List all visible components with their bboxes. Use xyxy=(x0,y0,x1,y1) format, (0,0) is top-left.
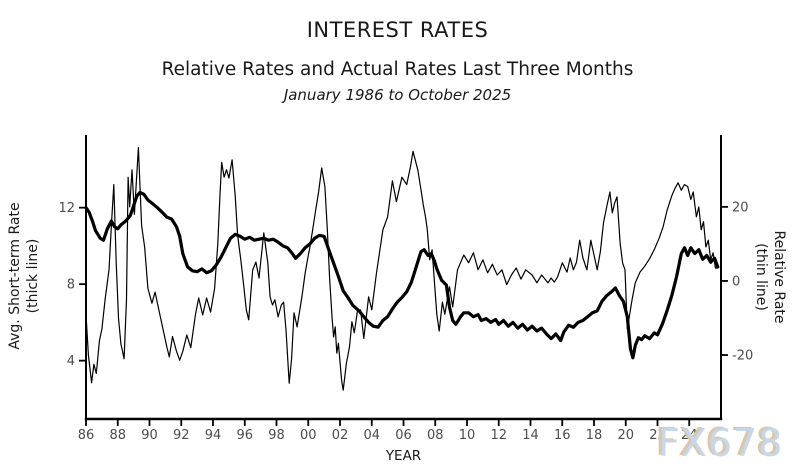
x-tick-label: 10 xyxy=(459,428,476,443)
x-tick-label: 06 xyxy=(395,428,412,443)
x-tick-label: 00 xyxy=(300,428,317,443)
left-tick-label: 4 xyxy=(67,354,75,369)
x-tick-label: 88 xyxy=(109,428,126,443)
x-tick-label: 94 xyxy=(205,428,222,443)
chart-title: INTEREST RATES xyxy=(306,18,489,42)
chart-period: January 1986 to October 2025 xyxy=(283,86,512,104)
right-tick-label: -20 xyxy=(732,349,753,364)
x-tick-label: 02 xyxy=(332,428,349,443)
x-tick-label: 98 xyxy=(268,428,285,443)
x-tick-label: 16 xyxy=(554,428,571,443)
x-tick-label: 14 xyxy=(522,428,539,443)
chart-subtitle: Relative Rates and Actual Rates Last Thr… xyxy=(161,59,634,80)
x-tick-label: 96 xyxy=(236,428,253,443)
x-tick-label: 90 xyxy=(141,428,158,443)
x-tick-label: 22 xyxy=(649,428,666,443)
x-tick-label: 86 xyxy=(78,428,95,443)
series-avg-short-term-rate-thick-line xyxy=(84,190,720,360)
x-tick-label: 04 xyxy=(363,428,380,443)
x-axis-title: YEAR xyxy=(385,448,421,464)
right-tick-label: 0 xyxy=(732,274,740,289)
x-tick-label: 24 xyxy=(681,428,698,443)
right-tick-label: 20 xyxy=(732,200,749,215)
x-tick-label: 08 xyxy=(427,428,444,443)
x-tick-label: 92 xyxy=(173,428,190,443)
series-relative-rate-thin-line xyxy=(85,147,719,391)
x-tick-label: 12 xyxy=(490,428,507,443)
x-tick-label: 18 xyxy=(586,428,603,443)
left-tick-label: 12 xyxy=(58,201,75,216)
watermark: FX678 xyxy=(658,421,784,465)
x-tick-label: 20 xyxy=(617,428,634,443)
left-tick-label: 8 xyxy=(67,278,75,293)
